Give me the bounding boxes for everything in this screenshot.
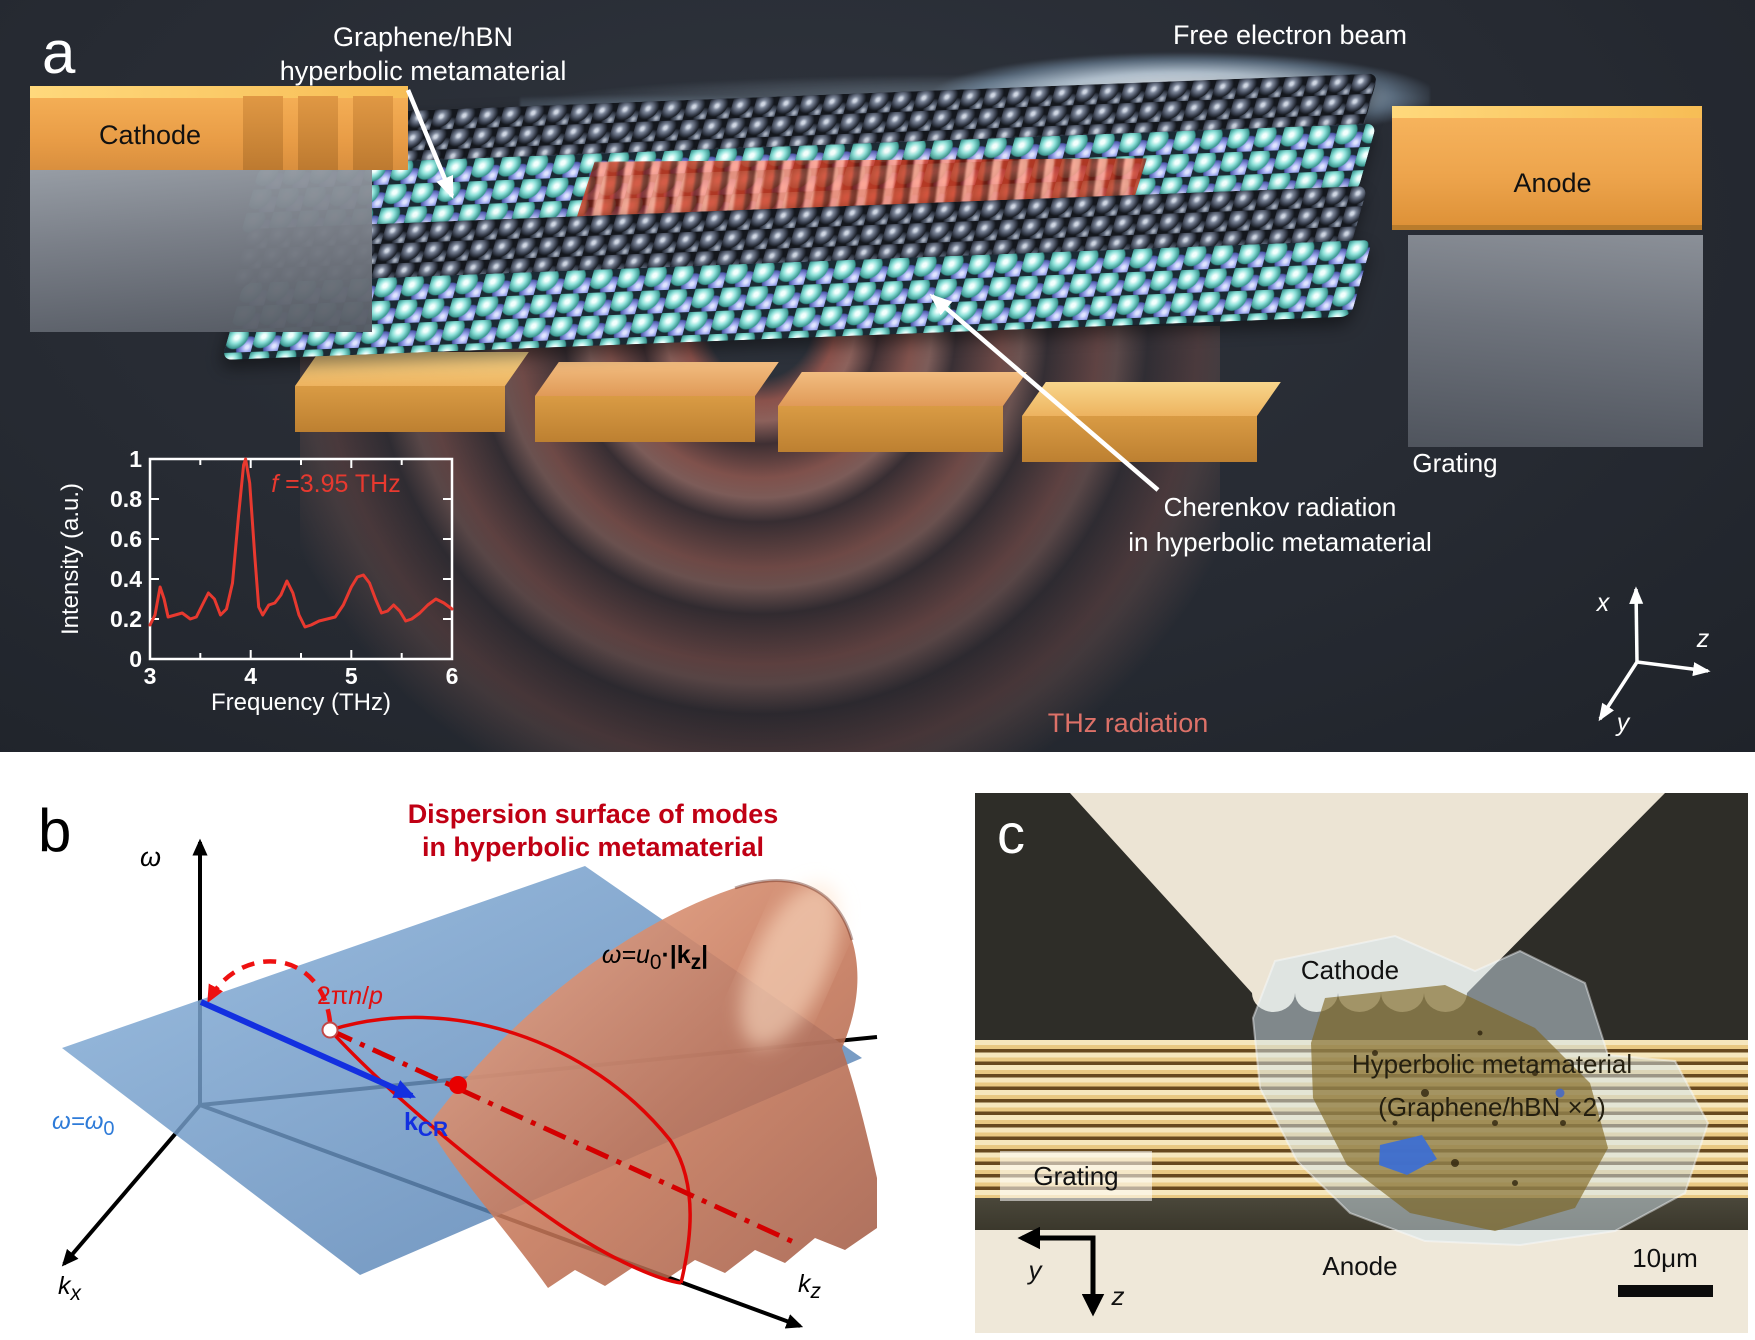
- beam-line-equation-label: ω=u0·|kz|: [601, 941, 709, 974]
- grating-bar-front: [535, 396, 755, 442]
- omega-axis-label: ω: [140, 842, 162, 872]
- svg-text:5: 5: [345, 663, 358, 689]
- chart-xtick-labels: 3 4 5 6: [144, 663, 459, 689]
- grating-photo-label: Grating: [1033, 1161, 1119, 1191]
- photo-axes: [1017, 1226, 1105, 1317]
- chart-ytick-labels: 1 0.8 0.6 0.4 0.2 0: [110, 446, 142, 672]
- grating-bar: [295, 352, 529, 432]
- grating-label-box: Grating: [1000, 1151, 1152, 1201]
- flake-blue-dot: [1555, 1088, 1565, 1098]
- panel-b-letter: b: [38, 797, 72, 864]
- kcr-label: kCR: [404, 1108, 448, 1141]
- surface-highlight: [740, 883, 840, 1047]
- material-annotation-arrow: [405, 89, 455, 200]
- grating-bar-front: [295, 386, 505, 432]
- grating-bar-front: [778, 406, 1003, 452]
- kx-axis-label: kx: [58, 1272, 81, 1305]
- chart-ticks: [150, 459, 452, 659]
- cathode-metal: [1070, 793, 1665, 1012]
- grating-label: Grating: [1412, 448, 1498, 478]
- cathode-base: [30, 170, 372, 332]
- metamaterial-flake: [1311, 985, 1608, 1231]
- photo-axis-z-label: z: [1111, 1281, 1125, 1311]
- dispersion-surface-title: Dispersion surface of modes in hyperboli…: [407, 799, 779, 862]
- svg-text:0.6: 0.6: [110, 526, 142, 552]
- svg-text:0: 0: [129, 646, 142, 672]
- anode-photo-label: Anode: [1322, 1251, 1398, 1281]
- cathode-fin: [298, 96, 338, 170]
- svg-text:0.8: 0.8: [110, 486, 142, 512]
- axis-x-label: x: [1596, 589, 1610, 617]
- xyz-axis-triad: [1598, 586, 1711, 722]
- grating-bar: [1022, 382, 1281, 462]
- panel-a-device-render: 1 0.8 0.6 0.4 0.2 0 3 4 5 6 Frequency (T…: [0, 0, 1755, 752]
- axis-z-label: z: [1696, 625, 1710, 653]
- grating-order-label: 2πn/p: [317, 982, 383, 1010]
- axis-y-label: y: [1616, 709, 1630, 737]
- anode-block: [1392, 118, 1702, 230]
- panel-b-dispersion-diagram: [61, 838, 878, 1329]
- svg-text:0.2: 0.2: [110, 606, 142, 632]
- kz-axis-label: kz: [798, 1270, 821, 1303]
- metamaterial-photo-label: Hyperbolic metamaterial (Graphene/hBN ×2…: [1351, 1049, 1633, 1122]
- emission-spectrum-chart: 1 0.8 0.6 0.4 0.2 0 3 4 5 6 Frequency (T…: [60, 446, 459, 716]
- svg-text:4: 4: [244, 663, 257, 689]
- svg-text:1: 1: [129, 446, 142, 472]
- flake-overlay: [1251, 934, 1710, 1247]
- cone-axis-dashdot: [328, 1027, 802, 1248]
- peak-frequency-annotation: f =3.95 THz: [271, 470, 400, 498]
- grating-bar-front: [1022, 416, 1257, 462]
- panel-c-letter: c: [997, 802, 1025, 865]
- kcr-vector-arrow: [199, 999, 416, 1099]
- cherenkov-annotation-arrow: [929, 293, 1160, 492]
- chart-ylabel: Intensity (a.u.): [60, 483, 84, 635]
- cathode-photo-label: Cathode: [1300, 955, 1400, 985]
- omega0-plane-label: ω=ω0: [52, 1108, 115, 1140]
- surface-crest-edge: [734, 879, 854, 941]
- chart-xlabel: Frequency (THz): [211, 689, 391, 716]
- cathode-label: Cathode: [98, 120, 202, 150]
- panel-c-microscope-photo: Grating c Cathode Hyperbolic metamateria…: [975, 793, 1748, 1333]
- phase-matching-point: [449, 1076, 467, 1094]
- cathode-block: [30, 98, 408, 170]
- bright-blue-patch: [1379, 1135, 1437, 1175]
- cone-apex-point: [321, 1021, 339, 1039]
- grating-bar: [778, 372, 1027, 452]
- cherenkov-label: Cherenkov radiation in hyperbolic metama…: [1128, 492, 1432, 557]
- photo-axis-y-label: y: [1028, 1255, 1042, 1285]
- grating-bar: [535, 362, 779, 442]
- cathode-fin: [353, 96, 393, 170]
- thz-radiation-label: THz radiation: [1047, 708, 1209, 738]
- anode-label: Anode: [1513, 168, 1592, 198]
- svg-text:0.4: 0.4: [110, 566, 142, 592]
- svg-text:6: 6: [446, 663, 459, 689]
- flake-speckles: [1372, 1030, 1566, 1186]
- free-electron-beam-label: Free electron beam: [1172, 20, 1408, 50]
- cathode-shape: [1070, 793, 1665, 1012]
- panel-a-letter: a: [42, 19, 76, 86]
- cathode-fin: [243, 96, 283, 170]
- svg-text:3: 3: [144, 663, 157, 689]
- grating-momentum-arrow: [207, 959, 333, 1023]
- anode-base: [1408, 235, 1703, 447]
- cathode-top-face: [30, 86, 408, 98]
- panel-a-annotations: [405, 89, 1711, 722]
- spectrum-curve: [148, 457, 454, 629]
- material-label: Graphene/hBN hyperbolic metamaterial: [279, 22, 567, 86]
- scale-bar: [1618, 1285, 1713, 1297]
- scale-bar-label: 10μm: [1632, 1243, 1698, 1273]
- anode-top-face: [1392, 106, 1702, 118]
